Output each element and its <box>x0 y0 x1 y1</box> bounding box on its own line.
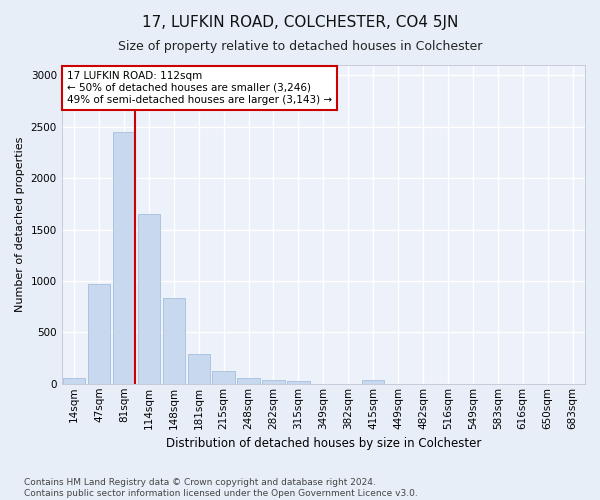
Y-axis label: Number of detached properties: Number of detached properties <box>15 136 25 312</box>
Text: 17, LUFKIN ROAD, COLCHESTER, CO4 5JN: 17, LUFKIN ROAD, COLCHESTER, CO4 5JN <box>142 15 458 30</box>
Text: Size of property relative to detached houses in Colchester: Size of property relative to detached ho… <box>118 40 482 53</box>
Bar <box>88 284 110 384</box>
Bar <box>137 214 160 384</box>
Text: 17 LUFKIN ROAD: 112sqm
← 50% of detached houses are smaller (3,246)
49% of semi-: 17 LUFKIN ROAD: 112sqm ← 50% of detached… <box>67 72 332 104</box>
Text: Contains HM Land Registry data © Crown copyright and database right 2024.
Contai: Contains HM Land Registry data © Crown c… <box>24 478 418 498</box>
Bar <box>212 372 235 384</box>
Bar <box>163 298 185 384</box>
Bar <box>287 380 310 384</box>
Bar <box>238 378 260 384</box>
Bar <box>63 378 85 384</box>
Bar <box>113 132 135 384</box>
Bar <box>362 380 385 384</box>
X-axis label: Distribution of detached houses by size in Colchester: Distribution of detached houses by size … <box>166 437 481 450</box>
Bar <box>188 354 210 384</box>
Bar <box>262 380 285 384</box>
